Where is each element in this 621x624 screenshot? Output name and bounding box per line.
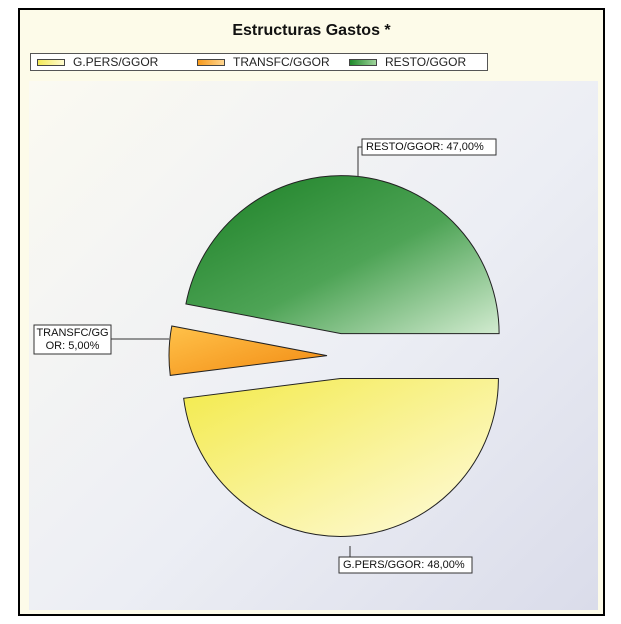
legend-label-transfc: TRANSFC/GGOR — [233, 55, 330, 69]
legend-item-resto: RESTO/GGOR — [349, 54, 466, 70]
data-label-text-resto: RESTO/GGOR: 47,00% — [366, 141, 484, 153]
pie-slice-resto — [185, 175, 500, 335]
leader-line-gpers — [339, 546, 351, 558]
data-label-transfc: TRANSFC/GGOR: 5,00% — [33, 324, 169, 355]
legend-swatch-gpers — [37, 58, 65, 66]
chart-frame: Estructuras Gastos * G.PERS/GGOR TRANSFC… — [18, 8, 605, 616]
pie-slice-transfc — [168, 325, 328, 376]
data-label-text-transfc: TRANSFC/GG — [36, 327, 108, 339]
data-label-resto: RESTO/GGOR: 47,00% — [357, 138, 497, 177]
plot-area: G.PERS/GGOR: 48,00% TRANSFC/GG OR: 5,00% RE… — [29, 81, 598, 610]
leader-line-resto — [357, 146, 362, 177]
chart-legend: G.PERS/GGOR TRANSFC/GGOR RESTO/GGOR — [30, 53, 488, 71]
data-label-text-transfc: OR: 5,00% — [46, 340, 100, 352]
legend-swatch-transfc — [197, 58, 225, 66]
legend-label-gpers: G.PERS/GGOR — [73, 55, 159, 69]
chart-title: Estructuras Gastos * — [232, 22, 391, 39]
legend-item-transfc: TRANSFC/GGOR — [197, 54, 330, 70]
pie-chart: G.PERS/GGOR: 48,00% TRANSFC/GGOR: 5,00% RE… — [33, 138, 500, 574]
legend-item-gpers: G.PERS/GGOR — [37, 54, 158, 70]
legend-label-resto: RESTO/GGOR — [385, 55, 467, 69]
legend-swatch-resto — [349, 58, 377, 66]
pie-slice-gpers — [183, 377, 499, 537]
data-label-gpers: G.PERS/GGOR: 48,00% — [338, 546, 473, 574]
data-label-text-gpers: G.PERS/GGOR: 48,00% — [343, 559, 465, 571]
